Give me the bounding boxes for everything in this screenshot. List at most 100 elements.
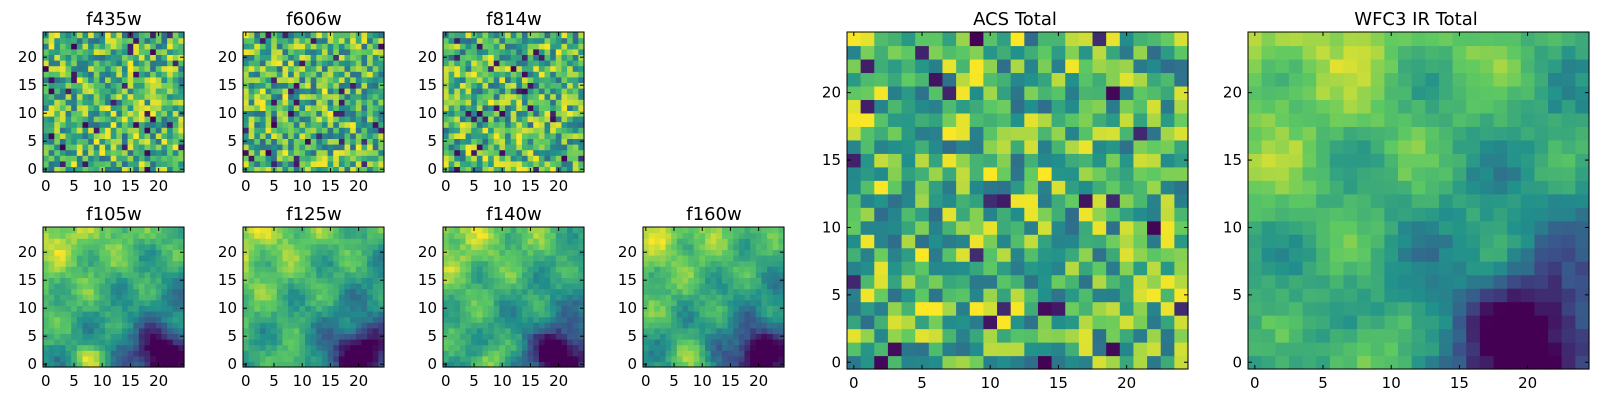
heatmap-cell <box>710 227 717 234</box>
heatmap-cell <box>533 65 540 72</box>
heatmap-cell <box>665 238 672 245</box>
heatmap-cell <box>54 60 61 67</box>
heatmap-cell <box>744 322 751 329</box>
heatmap-cell <box>167 160 174 167</box>
heatmap-cell <box>555 294 563 301</box>
heatmap-cell <box>299 299 306 306</box>
heatmap-cell <box>305 166 312 173</box>
heatmap-cell <box>338 110 346 117</box>
heatmap-cell <box>116 88 123 95</box>
heatmap-cell <box>482 132 489 139</box>
heatmap-cell <box>454 232 461 239</box>
heatmap-cell <box>643 327 650 334</box>
heatmap-cell <box>761 305 768 312</box>
heatmap-cell <box>510 350 517 357</box>
heatmap-cell <box>378 271 385 278</box>
heatmap-cell <box>110 48 117 55</box>
heatmap-cell <box>550 71 557 78</box>
heatmap-cell <box>1133 261 1148 276</box>
heatmap-cell <box>155 232 163 239</box>
heatmap-cell <box>178 48 185 55</box>
heatmap-cell <box>659 322 667 329</box>
heatmap-cell <box>465 88 472 95</box>
heatmap-cell <box>448 48 455 55</box>
heatmap-cell <box>521 283 529 290</box>
heatmap-cell <box>248 361 255 368</box>
heatmap-cell <box>561 283 568 290</box>
heatmap-cell <box>1010 220 1025 235</box>
heatmap-cell <box>282 48 289 55</box>
heatmap-cell <box>465 138 472 145</box>
heatmap-cell <box>150 260 157 267</box>
heatmap-cell <box>493 121 500 128</box>
heatmap-cell <box>567 48 574 55</box>
heatmap-cell <box>459 327 467 334</box>
heatmap-cell <box>572 361 579 368</box>
heatmap-cell <box>1024 180 1039 195</box>
heatmap-cell <box>499 339 506 346</box>
heatmap-cell <box>983 274 998 289</box>
heatmap-cell <box>454 283 461 290</box>
heatmap-cell <box>243 255 250 262</box>
heatmap-cell <box>361 339 368 346</box>
heatmap-cell <box>99 266 106 273</box>
heatmap-cell <box>54 350 61 357</box>
heatmap-cell <box>248 155 255 162</box>
heatmap-cell <box>705 232 712 239</box>
heatmap-cell <box>65 99 72 106</box>
heatmap-cell <box>105 271 112 278</box>
heatmap-cell <box>367 243 374 250</box>
heatmap-cell <box>482 255 489 262</box>
heatmap-cell <box>59 32 67 39</box>
heatmap-cell <box>54 311 61 318</box>
heatmap-cell <box>150 361 157 368</box>
heatmap-cell <box>254 32 261 39</box>
heatmap-cell <box>367 277 374 284</box>
heatmap-cell <box>48 138 55 145</box>
heatmap-cell <box>144 116 151 123</box>
heatmap-cell <box>121 88 129 95</box>
heatmap-cell <box>705 333 712 340</box>
heatmap-cell <box>516 155 523 162</box>
heatmap-cell <box>161 32 168 39</box>
heatmap-cell <box>133 266 140 273</box>
heatmap-cell <box>288 232 295 239</box>
heatmap-cell <box>93 277 100 284</box>
panel-title-f125w: f125w <box>286 204 341 225</box>
heatmap-cell <box>254 132 261 139</box>
heatmap-cell <box>465 99 472 106</box>
heatmap-cell <box>1106 166 1121 181</box>
heatmap-cell <box>167 37 174 44</box>
heatmap-cell <box>105 322 112 329</box>
heatmap-cell <box>567 249 574 256</box>
heatmap-cell <box>847 247 862 262</box>
heatmap-cell <box>482 82 489 89</box>
heatmap-cell <box>448 65 455 72</box>
heatmap-cell <box>476 144 484 151</box>
heatmap-cell <box>493 232 500 239</box>
heatmap-cell <box>448 288 455 295</box>
heatmap-cell <box>465 266 472 273</box>
heatmap-cell <box>367 299 374 306</box>
heatmap-cell <box>71 110 78 117</box>
heatmap-cell <box>76 260 84 267</box>
heatmap-cell <box>93 344 100 351</box>
heatmap-cell <box>550 166 557 173</box>
heatmap-cell <box>561 344 568 351</box>
heatmap-cell <box>493 76 500 83</box>
heatmap-cell <box>476 48 484 55</box>
heatmap-cell <box>465 116 472 123</box>
heatmap-cell <box>550 82 557 89</box>
heatmap-cell <box>493 138 500 145</box>
heatmap-cell <box>665 305 672 312</box>
heatmap-cell <box>516 355 523 362</box>
heatmap-cell <box>305 255 312 262</box>
heatmap-cell <box>443 71 450 78</box>
heatmap-cell <box>271 43 278 50</box>
heatmap-cell <box>127 283 134 290</box>
heatmap-cell <box>488 277 495 284</box>
x-tick-label: 0 <box>441 372 451 390</box>
heatmap-cell <box>344 299 351 306</box>
heatmap-cell <box>688 232 695 239</box>
heatmap-cell <box>65 350 72 357</box>
